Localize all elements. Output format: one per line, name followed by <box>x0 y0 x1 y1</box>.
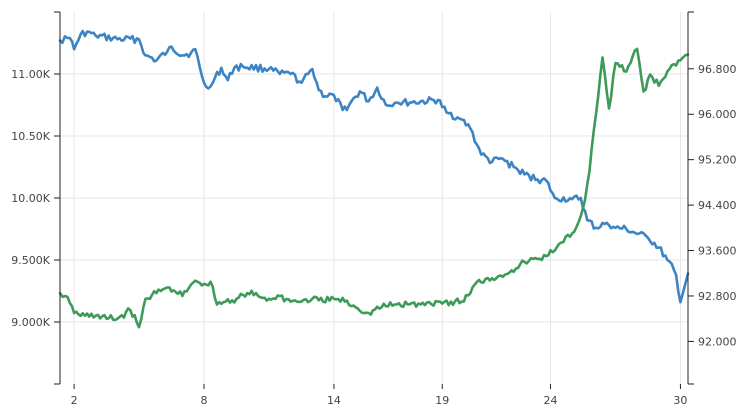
x-tick-label: 19 <box>435 394 449 407</box>
y-left-tick-label: 10.50K <box>11 130 50 143</box>
grid <box>60 12 688 384</box>
y-right-tick-label: 92.000 <box>698 335 737 348</box>
y-right-tick-label: 93.600 <box>698 245 737 258</box>
y-right-tick-label: 95.200 <box>698 154 737 167</box>
x-tick-label: 2 <box>71 394 78 407</box>
y-left-tick-label: 9.500K <box>11 254 50 267</box>
y-left-tick-label: 10.00K <box>11 192 50 205</box>
y-right-tick-label: 96.800 <box>698 63 737 76</box>
x-tick-label: 24 <box>543 394 557 407</box>
series-line-left-axis <box>58 29 690 304</box>
y-left-tick-label: 9.000K <box>11 316 50 329</box>
x-tick-label: 8 <box>201 394 208 407</box>
tick-labels: 2 8 14 19 24 30 9.000K 9.500K 10.00K 10.50K 11.00K… <box>11 11 737 407</box>
x-tick-label: 30 <box>673 394 687 407</box>
series-lines <box>58 29 690 329</box>
y-right-tick-label: 96.000 <box>698 108 737 121</box>
y-left-tick-label: 11.00K <box>11 68 50 81</box>
x-tick-label: 14 <box>327 394 341 407</box>
y-right-tick-label: 94.400 <box>698 199 737 212</box>
y-right-tick-label: 92.800 <box>698 290 737 303</box>
series-line-right-axis <box>58 47 690 329</box>
